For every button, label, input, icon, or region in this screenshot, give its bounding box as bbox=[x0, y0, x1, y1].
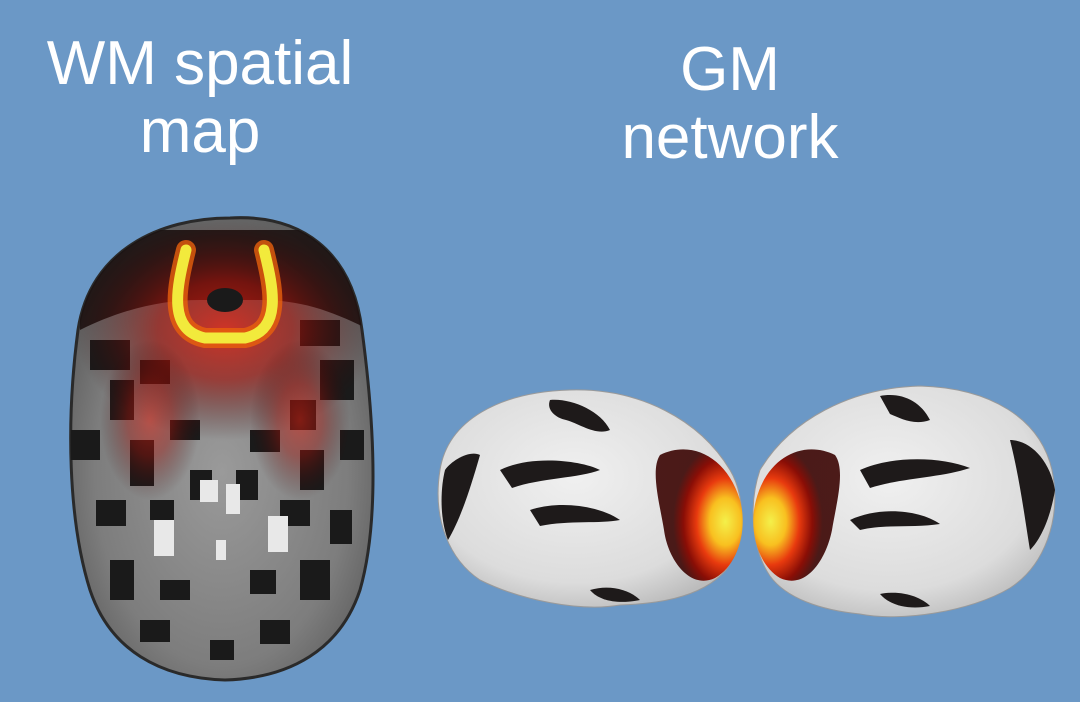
wm-tract-activation bbox=[172, 244, 278, 344]
gm-network-title: GM network bbox=[540, 36, 920, 172]
right-sulci bbox=[850, 395, 1055, 608]
wm-title-line1: WM spatial bbox=[46, 29, 354, 98]
left-activation bbox=[655, 449, 743, 581]
tract-center bbox=[207, 288, 243, 312]
left-sulci bbox=[441, 399, 640, 602]
gm-right-hemisphere bbox=[752, 385, 1056, 618]
gm-title-line2: network bbox=[621, 103, 839, 172]
wm-spatial-map-title: WM spatial map bbox=[10, 30, 390, 166]
wm-title-line2: map bbox=[139, 97, 261, 166]
ventricle-highlights bbox=[154, 480, 288, 560]
gm-title-line1: GM bbox=[680, 35, 780, 104]
gm-left-hemisphere bbox=[437, 389, 743, 608]
right-activation bbox=[753, 449, 840, 581]
wm-axial-slice bbox=[69, 216, 375, 682]
